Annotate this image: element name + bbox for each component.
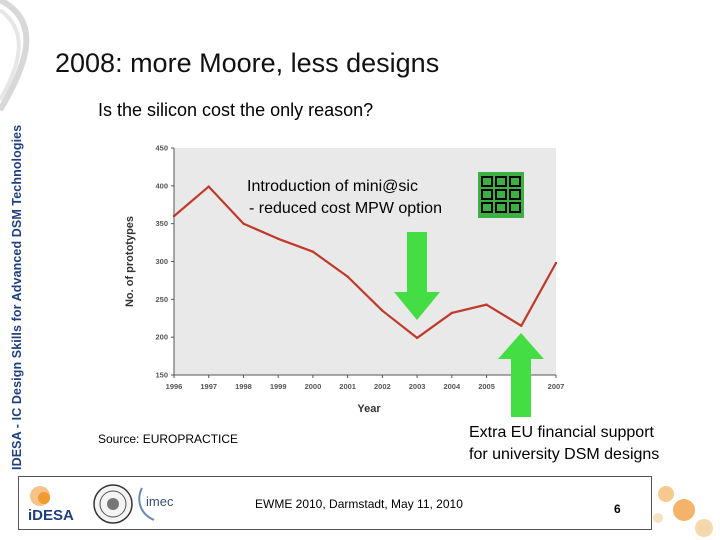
data-point <box>311 250 315 253</box>
x-tick-label: 1996 <box>166 382 183 391</box>
x-tick-label: 1999 <box>270 382 287 391</box>
slide-question: Is the silicon cost the only reason? <box>98 100 374 120</box>
series-line <box>173 185 557 340</box>
imec-logo: imec <box>138 487 174 521</box>
side-banner-text: IDESA - IC Design Skills for Advanced DS… <box>10 124 24 470</box>
decorative-swirl <box>0 0 30 112</box>
data-point <box>276 237 280 240</box>
imec-logo-text: imec <box>146 494 174 509</box>
idesa-logo: iDESA <box>28 486 74 524</box>
x-tick-label: 2003 <box>409 382 426 391</box>
x-tick-label: 1997 <box>200 382 217 391</box>
mini-asic-annotation-line1: Introduction of mini@sic <box>247 178 418 195</box>
slide-title: 2008: more Moore, less designs <box>55 48 440 78</box>
eu-support-annotation-line2: for university DSM designs <box>469 446 660 463</box>
mini-asic-annotation-line2: - reduced cost MPW option <box>249 200 442 217</box>
x-tick-label: 1998 <box>235 382 252 391</box>
y-tick-label: 350 <box>155 219 168 228</box>
mini-asic-grid-icon <box>478 172 524 218</box>
source-note: Source: EUROPRACTICE <box>98 432 239 446</box>
green-up-arrow-icon <box>498 333 544 417</box>
footer-event-text: EWME 2010, Darmstadt, May 11, 2010 <box>255 497 463 511</box>
x-tick-label: 2000 <box>305 382 322 391</box>
green-down-arrow-icon <box>394 232 440 320</box>
y-tick-label: 300 <box>155 257 168 266</box>
y-tick-label: 400 <box>155 181 168 190</box>
y-axis-title: No. of prototypes <box>124 216 136 307</box>
data-point <box>172 214 176 218</box>
decorative-bubbles <box>653 486 713 537</box>
page-number: 6 <box>614 502 621 516</box>
x-tick-label: 2005 <box>478 382 495 391</box>
data-point <box>554 261 558 265</box>
y-tick-label: 250 <box>155 295 168 304</box>
data-point <box>242 222 245 225</box>
x-tick-label: 2002 <box>374 382 391 391</box>
eu-support-annotation-line1: Extra EU financial support <box>469 424 654 441</box>
data-point <box>207 185 210 188</box>
x-tick-label: 2004 <box>443 382 461 391</box>
idesa-logo-text: iDESA <box>28 507 74 524</box>
data-point <box>381 309 384 312</box>
data-point <box>415 336 419 340</box>
x-tick-label: 2001 <box>339 382 356 391</box>
data-point <box>346 275 349 278</box>
y-tick-label: 200 <box>155 333 168 342</box>
data-point <box>485 303 488 306</box>
y-tick-label: 450 <box>155 144 168 153</box>
x-tick-label: 2007 <box>548 382 565 391</box>
data-point <box>520 324 523 328</box>
y-tick-label: 150 <box>155 371 168 380</box>
x-axis-title: Year <box>357 403 381 415</box>
university-seal-logo <box>93 484 133 524</box>
data-point <box>450 311 454 315</box>
